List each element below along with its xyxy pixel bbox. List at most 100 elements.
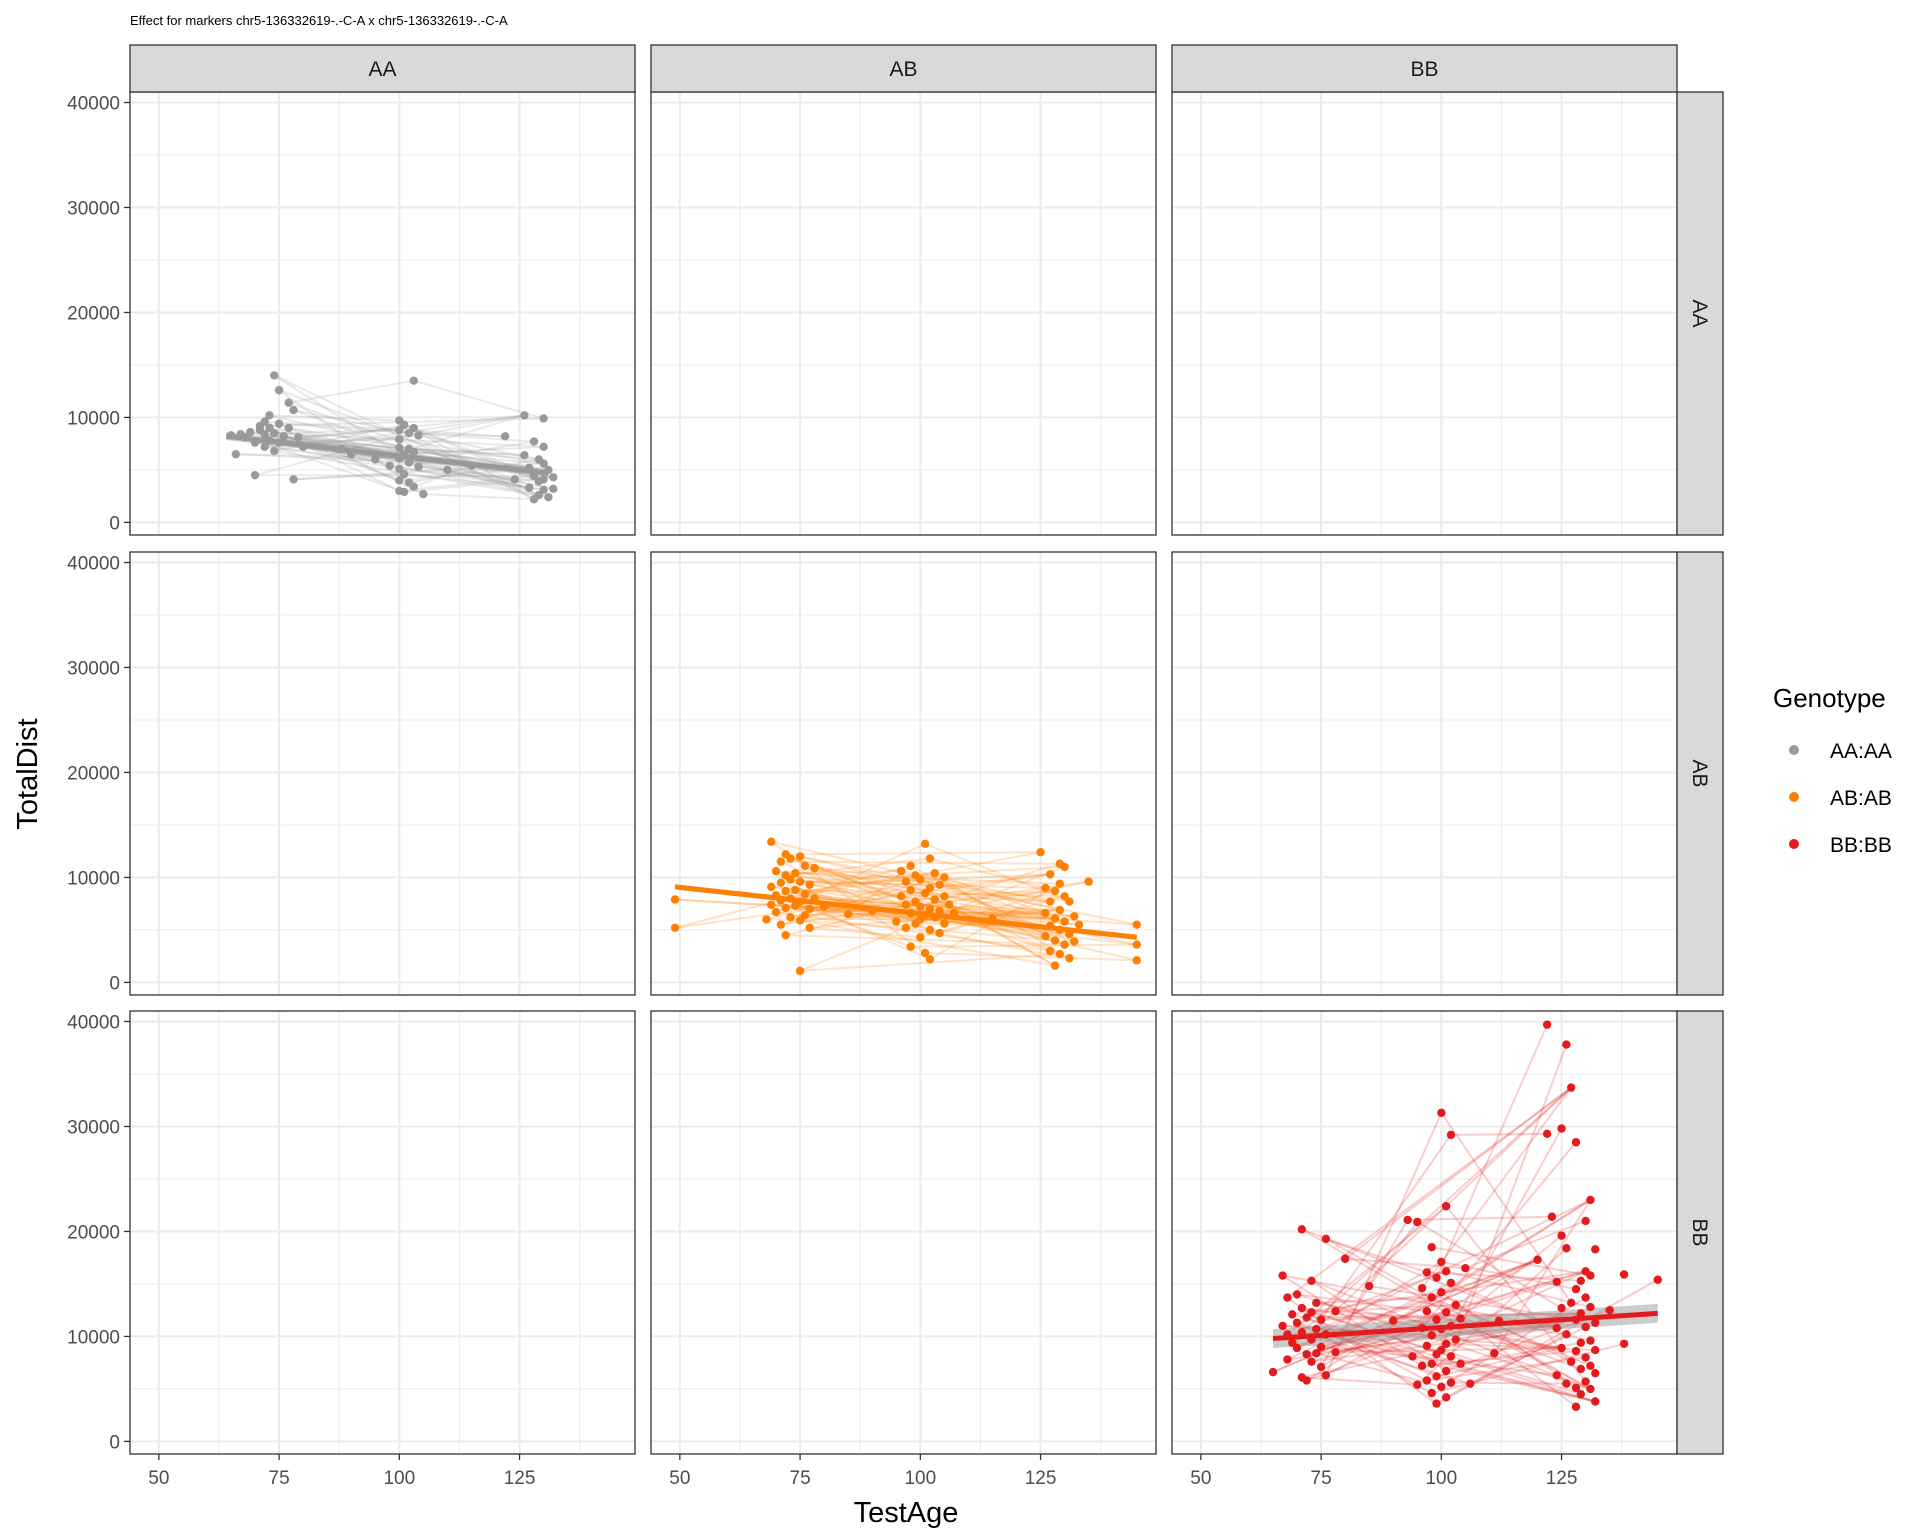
data-point: [1312, 1324, 1321, 1334]
data-point: [1045, 897, 1055, 906]
data-point: [1316, 1362, 1326, 1372]
panel-background: [130, 1011, 635, 1454]
trajectory-line: [674, 873, 1051, 929]
trajectory-line: [413, 464, 472, 488]
x-tick-label: 50: [148, 1468, 169, 1489]
y-axes: 0 10000 20000 30000 40000 0 10000 20000 30000 400…: [67, 93, 130, 1453]
x-tick-label: 125: [504, 1468, 536, 1489]
trajectory-line: [1345, 1257, 1466, 1270]
data-point: [810, 863, 819, 873]
data-point: [274, 419, 284, 428]
row-strip-background: [1676, 1010, 1724, 1455]
data-point: [1432, 1399, 1441, 1408]
data-point: [805, 880, 814, 889]
panel-background: [651, 552, 1156, 995]
data-point: [1331, 1347, 1340, 1357]
trajectory-line: [780, 860, 931, 931]
data-point: [409, 423, 418, 433]
data-point: [1050, 914, 1060, 923]
data-point: [1437, 1382, 1446, 1392]
data-point: [935, 928, 944, 938]
trajectory-line: [264, 433, 410, 450]
trajectory-line: [809, 926, 921, 939]
data-point: [1557, 1231, 1566, 1240]
trajectory-line: [795, 889, 1065, 898]
data-point: [1586, 1361, 1595, 1371]
trajectory-line: [780, 860, 1060, 865]
data-point: [767, 882, 776, 892]
column-strip-background: [129, 44, 636, 93]
trajectory-line: [1344, 1086, 1572, 1260]
data-point: [1605, 1305, 1614, 1315]
trajectory-line: [1465, 1220, 1586, 1270]
data-point: [781, 930, 790, 940]
panel-ab-aa: [130, 552, 635, 995]
column-strip-label: AA: [368, 58, 396, 81]
trajectory-line: [288, 379, 414, 404]
data-point: [544, 493, 553, 502]
x-tick-label: 75: [1311, 1468, 1332, 1489]
data-point: [1586, 1195, 1595, 1205]
data-point: [786, 913, 795, 922]
legend-title: Genotype: [1773, 683, 1886, 713]
data-point: [260, 442, 269, 452]
data-points: [670, 837, 1141, 976]
data-point: [1427, 1359, 1436, 1368]
data-point: [1045, 946, 1055, 956]
data-point: [916, 933, 925, 942]
data-point: [395, 443, 404, 453]
trajectory-line: [929, 873, 1051, 889]
data-point: [395, 435, 404, 444]
legend-swatch-bb: [1789, 839, 1799, 849]
column-strip-label: AB: [889, 58, 917, 81]
data-point: [781, 903, 790, 913]
data-point: [1441, 1308, 1451, 1317]
data-point: [510, 475, 519, 484]
chart-title: Effect for markers chr5-136332619-.-C-A …: [130, 13, 508, 28]
trajectory-line: [1325, 1237, 1428, 1274]
trajectory-line: [824, 905, 1137, 946]
data-point: [1451, 1335, 1460, 1344]
y-tick-label: 0: [109, 973, 120, 994]
trajectory-line: [423, 493, 535, 501]
data-point: [1446, 1352, 1456, 1361]
data-point: [930, 869, 939, 878]
data-point: [1432, 1273, 1441, 1282]
data-point: [925, 883, 935, 893]
data-point: [791, 869, 800, 878]
y-tick-label: 30000: [67, 1117, 120, 1138]
trajectory-line: [404, 473, 544, 491]
data-point: [940, 892, 949, 901]
data-point: [1321, 1234, 1331, 1243]
data-point: [1441, 1267, 1451, 1276]
trajectory-line: [399, 457, 554, 490]
trajectory-line: [399, 438, 544, 465]
trajectory-line: [1296, 1293, 1428, 1313]
x-tick-label: 50: [1190, 1468, 1211, 1489]
panel-aa-aa: [130, 92, 635, 535]
trajectory-line: [939, 910, 1137, 926]
y-tick-label: 10000: [67, 1327, 120, 1348]
data-point: [385, 461, 394, 470]
data-point: [1408, 1352, 1417, 1361]
data-point: [1041, 883, 1050, 893]
trajectory-line: [785, 874, 1051, 903]
data-point: [1441, 1339, 1451, 1348]
data-point: [805, 904, 814, 914]
data-point: [1566, 1357, 1576, 1366]
row-strip-label: BB: [1688, 1218, 1711, 1246]
panel-background: [130, 552, 635, 995]
x-tick-label: 100: [383, 1468, 415, 1489]
data-point: [1403, 1215, 1412, 1225]
data-point: [795, 966, 805, 976]
trajectory-line: [775, 894, 1046, 915]
trajectory-line: [1426, 1356, 1586, 1382]
trajectory-line: [269, 414, 400, 422]
data-point: [1571, 1284, 1581, 1294]
data-point: [524, 483, 534, 492]
data-point: [1050, 886, 1060, 896]
data-point: [1364, 1281, 1374, 1291]
trajectory-line: [1445, 1270, 1591, 1309]
panel-bb-ab: [651, 1011, 1156, 1454]
data-point: [1571, 1138, 1581, 1147]
